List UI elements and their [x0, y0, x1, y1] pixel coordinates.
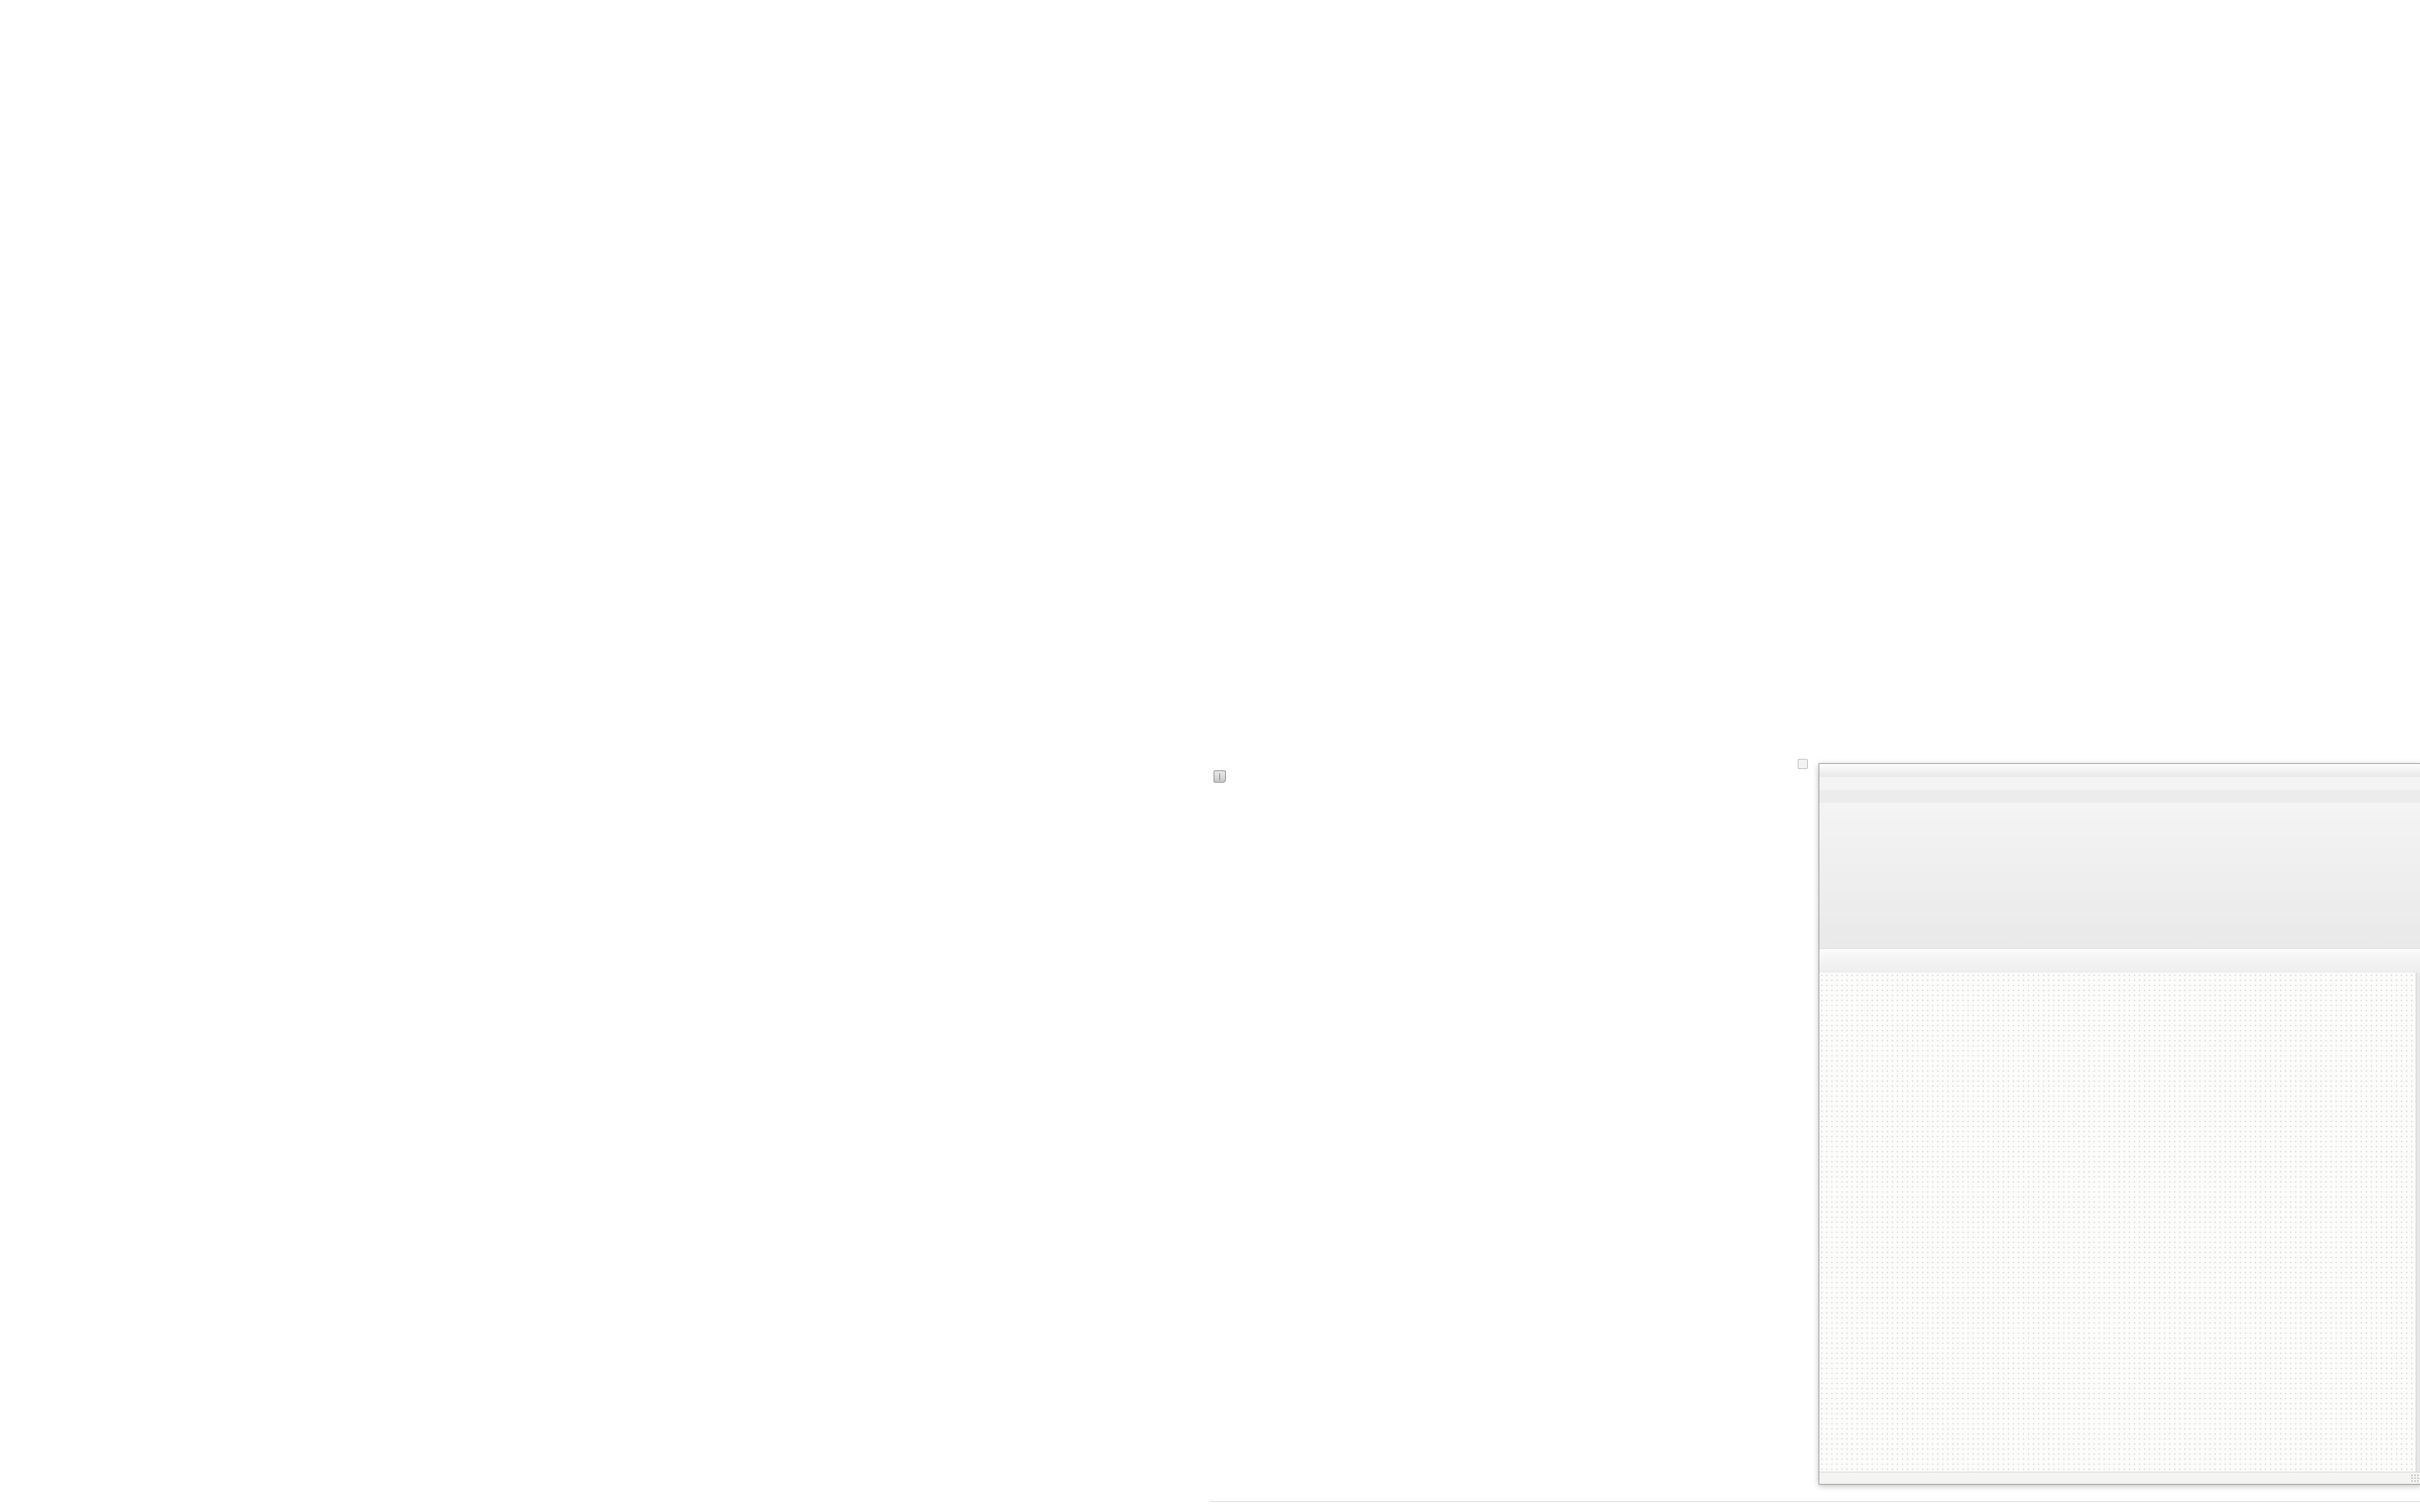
menubar [1819, 777, 2420, 790]
divider [1219, 773, 1220, 780]
apollonian-fractal [1210, 756, 1819, 1501]
statusbar [1819, 1472, 2420, 1484]
component-tabstrip [1819, 790, 2420, 804]
window-titlebar[interactable] [1819, 764, 2420, 778]
resize-grip[interactable] [2411, 1474, 2419, 1482]
grasshopper-window [1819, 763, 2420, 1485]
scrollbar[interactable] [2416, 973, 2420, 1472]
os-taskbar [1210, 1501, 2420, 1512]
view-tab-top[interactable] [1214, 770, 1226, 783]
close-icon[interactable] [1798, 759, 1808, 769]
quadrant-original [1210, 756, 2420, 1512]
component-palette [1819, 803, 2420, 948]
canvas-toolbar [1819, 948, 2420, 974]
node-canvas[interactable] [1819, 973, 2416, 1472]
rhino-viewport[interactable] [1210, 756, 1819, 1501]
